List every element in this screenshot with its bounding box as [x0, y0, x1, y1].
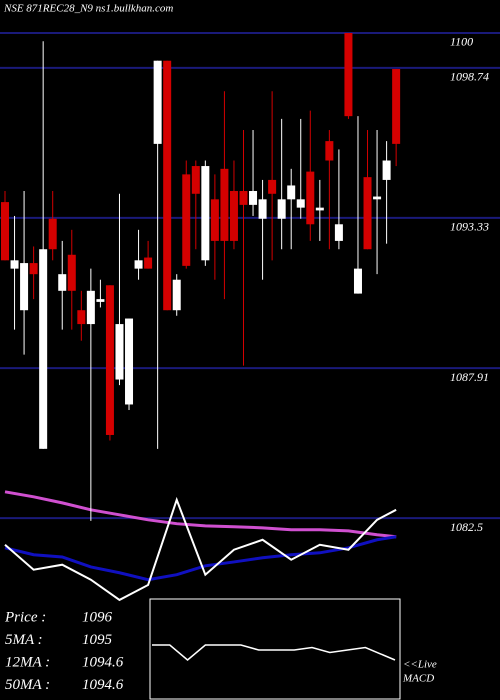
candles — [1, 32, 401, 521]
candle-body — [392, 69, 401, 144]
candle-body — [296, 199, 305, 208]
info-label: 50MA : — [5, 677, 50, 693]
candle-body — [220, 168, 229, 241]
ma-line — [4, 490, 397, 539]
candle-body — [67, 254, 76, 291]
labels: 1100 1098.74 1093.33 1087.91 1082.5 Price : 10… — [4, 35, 489, 693]
macd — [152, 644, 396, 661]
candle-body — [277, 199, 286, 219]
y-tick-label: 1087.91 — [450, 370, 489, 384]
candle-body — [353, 268, 362, 294]
candle-body — [144, 257, 153, 269]
info-value: 1095 — [82, 632, 113, 648]
candle-body — [10, 260, 19, 269]
y-tick-label: 1100 — [450, 35, 473, 49]
candle-body — [268, 179, 277, 194]
candle-body — [134, 260, 143, 269]
info-label: 12MA : — [5, 654, 50, 670]
candle-body — [344, 32, 353, 117]
candle-body — [20, 263, 29, 311]
candle-body — [86, 290, 95, 325]
candle-body — [172, 279, 181, 311]
candle-body — [334, 224, 343, 241]
macd-label: <<Live — [403, 659, 437, 671]
candle-body — [191, 166, 200, 194]
candle-body — [201, 166, 210, 261]
candle-body — [363, 177, 372, 250]
candle-body — [29, 263, 38, 275]
info-value: 1094.6 — [82, 654, 124, 670]
candle-body — [325, 141, 334, 161]
candle-body — [287, 185, 296, 200]
candle-body — [105, 285, 114, 435]
candle-body — [125, 318, 134, 405]
candle-body — [96, 299, 105, 302]
y-tick-label: 1093.33 — [450, 220, 489, 234]
info-value: 1096 — [82, 609, 113, 625]
macd-line — [152, 644, 396, 661]
candle-body — [249, 191, 258, 205]
chart-title: NSE 871REC28_N9 ns1.bullkhan.com — [3, 3, 173, 15]
candle-body — [315, 207, 324, 211]
macd-panel — [149, 598, 401, 700]
macd-label: MACD — [402, 673, 434, 685]
candle-body — [77, 310, 86, 325]
indicator-lines — [4, 490, 397, 602]
candle-body — [58, 274, 67, 291]
ma-line — [4, 496, 397, 602]
candle-body — [1, 202, 9, 261]
grid — [0, 31, 500, 520]
candle-body — [39, 249, 48, 449]
candle-body — [373, 196, 382, 200]
candle-body — [153, 60, 162, 144]
candle-body — [239, 191, 248, 205]
info-label: 5MA : — [5, 632, 43, 648]
candle-body — [48, 218, 57, 250]
candle-body — [306, 171, 315, 225]
y-tick-label: 1082.5 — [450, 520, 483, 534]
y-tick-label: 1098.74 — [450, 70, 489, 84]
info-value: 1094.6 — [82, 677, 124, 693]
candle-body — [182, 174, 191, 266]
candle-body — [382, 160, 391, 180]
candle-body — [229, 191, 238, 241]
candle-body — [115, 324, 124, 380]
ma-line — [4, 535, 397, 582]
info-label: Price : — [4, 609, 46, 625]
candle-body — [163, 60, 172, 311]
candle-body — [210, 199, 219, 241]
candle-body — [258, 199, 267, 219]
